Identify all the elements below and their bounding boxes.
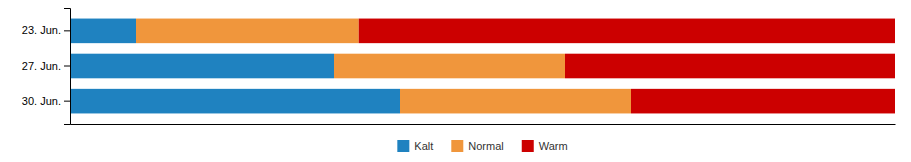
legend-item: Kalt — [397, 140, 433, 152]
legend-swatch — [522, 140, 534, 152]
tick: 30. Jun. — [22, 95, 70, 107]
x-axis — [71, 124, 896, 125]
legend-item: Normal — [451, 140, 503, 152]
y-axis: 23. Jun. 27. Jun. 30. Jun. — [22, 9, 71, 125]
x-axis-line — [71, 124, 896, 125]
legend-swatch — [397, 140, 409, 152]
legend-label: Kalt — [414, 140, 433, 152]
tick-label: 27. Jun. — [22, 60, 61, 72]
bar — [136, 19, 359, 44]
bar — [70, 19, 136, 44]
tick-label: 30. Jun. — [22, 95, 61, 107]
bar — [334, 54, 565, 79]
bars — [70, 19, 895, 114]
bar — [70, 54, 334, 79]
bar — [400, 89, 631, 114]
legend-label: Warm — [539, 140, 568, 152]
tick: 27. Jun. — [22, 60, 70, 72]
y-axis-line — [64, 9, 71, 125]
bar — [70, 89, 400, 114]
bar — [631, 89, 895, 114]
tick-mark — [64, 30, 70, 31]
legend-swatch — [451, 140, 463, 152]
series — [359, 19, 895, 114]
tick: 23. Jun. — [22, 24, 70, 36]
chart: 23. Jun. 27. Jun. 30. Jun. Kalt Normal Warm — [0, 0, 911, 162]
legend-item: Warm — [522, 140, 568, 152]
tick-label: 23. Jun. — [22, 24, 61, 36]
plot: 23. Jun. 27. Jun. 30. Jun. — [22, 9, 896, 125]
legend-label: Normal — [468, 140, 503, 152]
bar — [359, 19, 895, 44]
bar — [565, 54, 895, 79]
tick-mark — [64, 66, 70, 67]
legend: Kalt Normal Warm — [397, 140, 567, 152]
tick-mark — [64, 101, 70, 102]
